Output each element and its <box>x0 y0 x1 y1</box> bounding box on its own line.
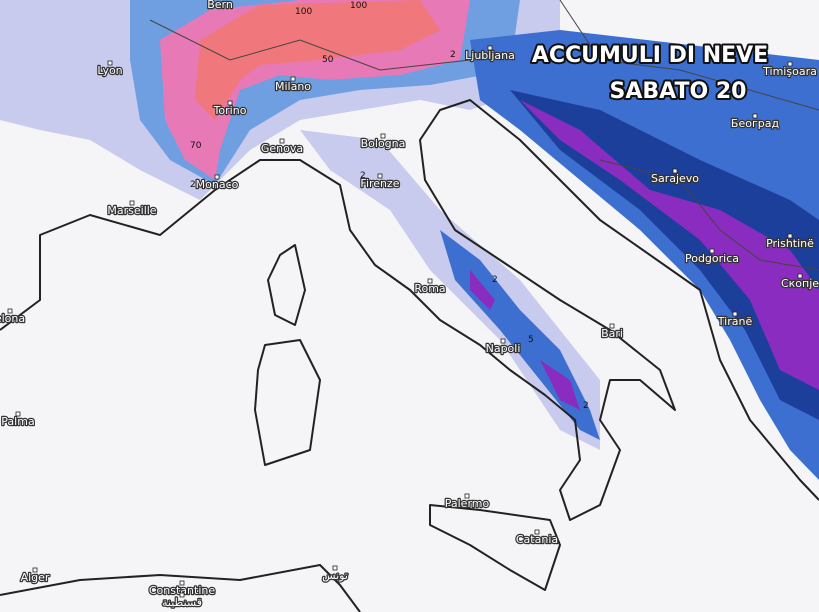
city-dot <box>732 311 738 317</box>
city-dot <box>179 580 185 586</box>
city-dot <box>129 200 135 206</box>
city-label: Bologna <box>361 137 406 150</box>
contour-label: 50 <box>322 55 334 65</box>
city-dot <box>752 113 758 119</box>
city-dot <box>107 60 113 66</box>
city-label: Bari <box>601 327 623 340</box>
city-label: Firenze <box>360 177 399 190</box>
city-label: Скопје <box>781 277 819 290</box>
city-dot <box>214 174 220 180</box>
contour-label: 70 <box>190 141 202 151</box>
coast-corsica <box>267 244 306 326</box>
city-label: Ljubljana <box>465 49 515 62</box>
city-label: Lyon <box>97 64 122 77</box>
city-label: Sarajevo <box>651 172 699 185</box>
city-label: Marseille <box>107 204 156 217</box>
city-dot <box>427 278 433 284</box>
map-subtitle: SABATO 20 <box>610 79 747 104</box>
city-dot <box>534 529 540 535</box>
contour-label: 2 <box>360 171 366 181</box>
coast-sicily <box>429 504 561 591</box>
city-dot <box>787 233 793 239</box>
city-dot <box>179 592 185 598</box>
city-dot <box>279 138 285 144</box>
city-label: Genova <box>261 142 303 155</box>
map-title: ACCUMULI DI NEVE <box>532 43 768 68</box>
snow-purple-apennines <box>470 270 580 410</box>
city-label: Roma <box>414 282 445 295</box>
city-label: Timişoara <box>762 65 817 78</box>
contour-label: 5 <box>528 335 534 345</box>
city-dot <box>797 273 803 279</box>
city-label: قسنطينة <box>162 596 202 609</box>
coast-mainland <box>0 99 819 521</box>
snow-areas <box>0 0 819 480</box>
city-label: Palermo <box>445 497 490 510</box>
city-dot <box>377 173 383 179</box>
city-label: Catania <box>516 533 558 546</box>
city-dot <box>709 248 715 254</box>
city-label: تونس <box>322 569 348 582</box>
city-label: Torino <box>213 104 247 117</box>
city-dot <box>487 45 493 51</box>
city-label: Alger <box>21 571 50 584</box>
contour-label: 100 <box>350 1 367 11</box>
city-dot <box>380 133 386 139</box>
contour-label: 2 <box>492 275 498 285</box>
city-label: Constantine <box>149 584 215 597</box>
city-label: Bern <box>207 0 233 11</box>
city-label: Palma <box>1 415 34 428</box>
city-dot <box>672 168 678 174</box>
snow-light-apennines <box>300 130 600 450</box>
city-label: Podgorica <box>685 252 739 265</box>
borders <box>149 0 819 271</box>
city-label: Prishtinë <box>766 237 814 250</box>
snow-red-alps <box>195 0 440 120</box>
city-dot <box>464 493 470 499</box>
city-dot <box>15 411 21 417</box>
contour-label: 2 <box>190 180 196 190</box>
city-dot <box>332 565 338 571</box>
snow-purple-balkans <box>520 100 819 390</box>
city-label: elona <box>0 312 25 325</box>
city-dot <box>32 567 38 573</box>
city-dot <box>500 338 506 344</box>
contour-label: 2 <box>450 50 456 60</box>
city-label: Monaco <box>196 178 239 191</box>
city-dot <box>787 61 793 67</box>
city-dot <box>609 323 615 329</box>
contour-label: 2 <box>583 401 589 411</box>
city-dot <box>290 76 296 82</box>
city-dot <box>7 308 13 314</box>
city-label: Napoli <box>486 342 521 355</box>
city-dot <box>227 100 233 106</box>
coast-north-africa <box>0 564 361 612</box>
contour-label: 100 <box>295 7 312 17</box>
city-label: Milano <box>275 80 311 93</box>
city-label: Београд <box>731 117 780 130</box>
coast-sardinia <box>254 339 321 466</box>
city-label: Tiranë <box>717 315 753 328</box>
contour-label-layer: 2 70 100 50 100 2 2 2 5 2 <box>190 1 589 411</box>
